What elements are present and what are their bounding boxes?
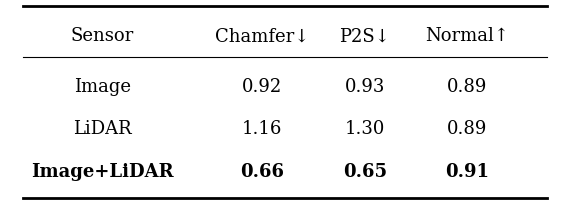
Text: 0.89: 0.89 <box>447 78 487 96</box>
Text: Normal↑: Normal↑ <box>425 27 510 45</box>
Text: 0.91: 0.91 <box>445 163 490 181</box>
Text: Image+LiDAR: Image+LiDAR <box>31 163 174 181</box>
Text: P2S↓: P2S↓ <box>339 27 390 45</box>
Text: 0.89: 0.89 <box>447 120 487 138</box>
Text: LiDAR: LiDAR <box>74 120 132 138</box>
Text: 1.16: 1.16 <box>242 120 282 138</box>
Text: Sensor: Sensor <box>71 27 134 45</box>
Text: Image: Image <box>74 78 131 96</box>
Text: 0.93: 0.93 <box>345 78 385 96</box>
Text: 1.30: 1.30 <box>345 120 385 138</box>
Text: 0.92: 0.92 <box>242 78 282 96</box>
Text: Chamfer↓: Chamfer↓ <box>215 27 310 45</box>
Text: 0.66: 0.66 <box>240 163 284 181</box>
Text: 0.65: 0.65 <box>343 163 387 181</box>
